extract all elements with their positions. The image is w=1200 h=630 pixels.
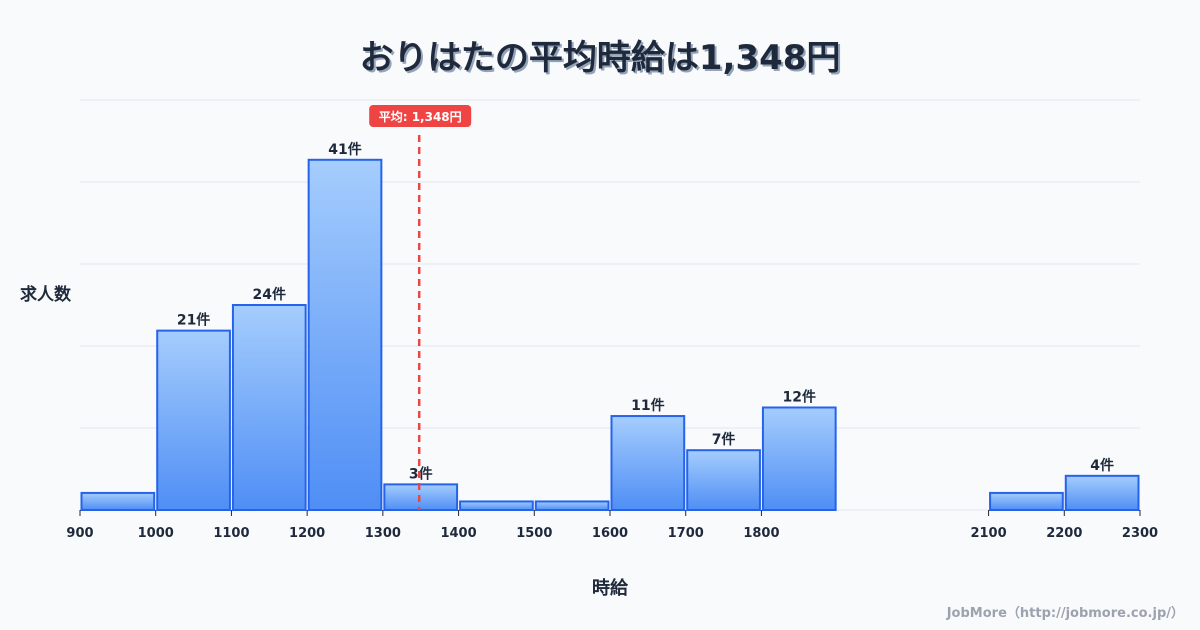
histogram-bar: [761, 406, 837, 511]
x-tick-label: 2300: [1122, 526, 1158, 541]
histogram-bar: [156, 329, 231, 511]
x-axis-label: 時給: [592, 578, 628, 599]
chart-title: おりはたの平均時給は1,348円: [359, 38, 841, 78]
bar-count-label: 4件: [1090, 457, 1114, 474]
average-label: 平均: 1,348円: [379, 109, 462, 124]
x-tick-label: 900: [66, 526, 93, 541]
bars: [80, 158, 1140, 512]
x-tick-label: 1400: [440, 526, 476, 541]
x-tick-label: 2100: [970, 526, 1006, 541]
histogram-bar: [1064, 474, 1140, 512]
histogram-bar: [534, 500, 610, 512]
average-badge: [369, 105, 472, 127]
histogram-bar: [80, 491, 156, 511]
x-tick-label: 1200: [289, 526, 325, 541]
bar-count-label: 11件: [631, 397, 664, 414]
histogram-bar: [231, 304, 307, 511]
x-tick-label: 1700: [668, 526, 704, 541]
x-tick-label: 1000: [138, 526, 174, 541]
histogram-bar: [307, 158, 383, 512]
histogram-bar: [610, 415, 686, 511]
x-tick-label: 1100: [213, 526, 249, 541]
source-credit: JobMore（http://jobmore.co.jp/）: [946, 606, 1184, 621]
bar-labels: 21件 24件 41件 3件 11件 7件 12件 4件: [177, 141, 1114, 483]
bar-count-label: 12件: [783, 389, 816, 406]
x-tick-label: 2200: [1046, 526, 1082, 541]
x-tick-label: 1500: [516, 526, 552, 541]
histogram-bar: [459, 500, 534, 512]
y-axis-label: 求人数: [20, 285, 71, 305]
bar-count-label: 41件: [328, 141, 361, 158]
x-tick-label: 1300: [365, 526, 401, 541]
histogram-bar: [686, 449, 761, 512]
average-marker: 平均: 1,348円: [369, 105, 472, 510]
bar-count-label: 3件: [409, 465, 433, 482]
bar-count-label: 24件: [253, 286, 286, 303]
x-axis: 900 1000 1100 1200 1300 1400 1500 1600 1700 1800 2…: [66, 510, 1158, 541]
bar-count-label: 7件: [712, 431, 736, 448]
bar-count-label: 21件: [177, 312, 210, 329]
x-tick-label: 1600: [592, 526, 628, 541]
histogram-bar: [383, 483, 459, 511]
x-tick-label: 1800: [743, 526, 779, 541]
histogram-bar: [989, 491, 1064, 511]
